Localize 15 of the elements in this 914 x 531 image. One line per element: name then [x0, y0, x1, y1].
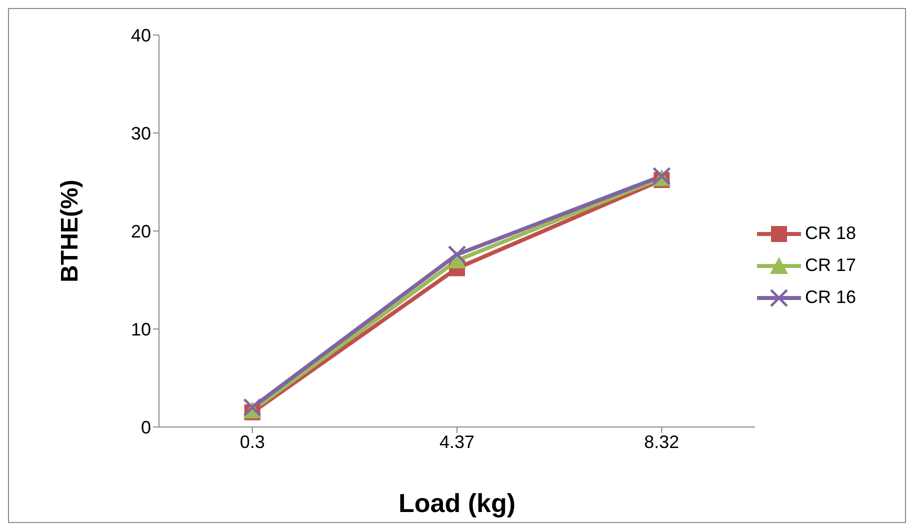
x-tick-label: 0.3 — [240, 432, 265, 452]
legend-label: CR 18 — [805, 223, 856, 244]
y-tick-label: 0 — [140, 417, 151, 438]
legend-label: CR 16 — [805, 287, 856, 308]
y-tick-label: 20 — [130, 221, 151, 242]
y-tick-label: 30 — [130, 123, 151, 144]
x-tick-label: 4.37 — [439, 432, 475, 452]
point — [448, 245, 466, 264]
x-axis-title: Load (kg) — [398, 488, 516, 518]
y-axis-title: BTHE(%) — [56, 180, 84, 282]
y-tick-label: 10 — [130, 319, 151, 340]
y-tick-label: 40 — [130, 25, 151, 46]
point — [243, 398, 262, 417]
x-tick-label: 8.32 — [644, 432, 680, 452]
legend-label: CR 17 — [805, 255, 856, 276]
